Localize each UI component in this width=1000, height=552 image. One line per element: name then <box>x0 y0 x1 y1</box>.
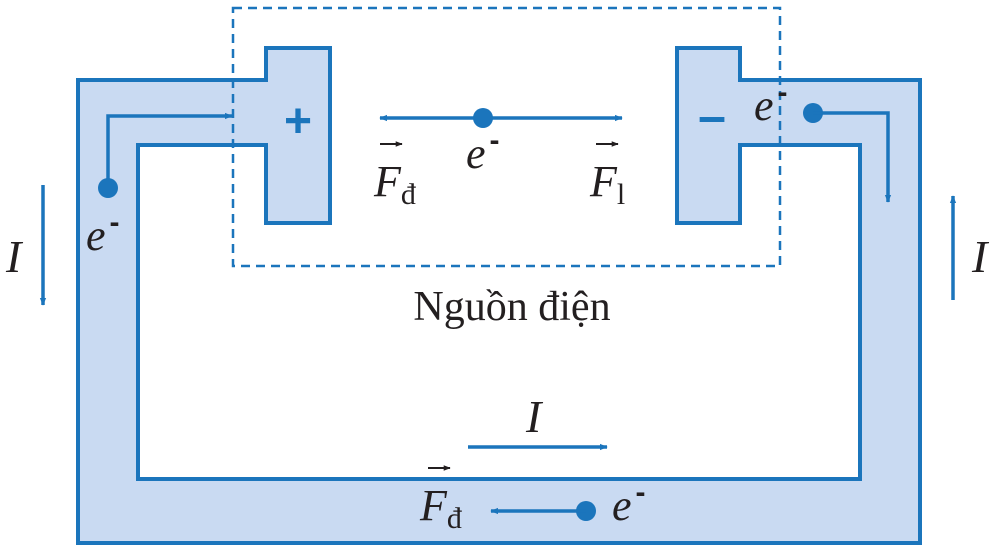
negative-terminal-sign: – <box>698 88 726 144</box>
power-source-dashed-box <box>231 6 782 268</box>
left-electron-path-arrow <box>106 112 233 188</box>
circuit-wire-body <box>76 46 922 545</box>
left-electron-label: e- <box>86 206 120 260</box>
right-current-label: I <box>971 231 990 282</box>
bottom-current-label: I <box>525 391 544 442</box>
positive-terminal-sign: + <box>284 95 312 148</box>
source-electron-label: e- <box>466 124 500 178</box>
electric-force-label: Fđ <box>373 157 416 211</box>
power-source-caption: Nguồn điện <box>413 284 610 330</box>
source-electron-dot <box>473 108 493 128</box>
left-current-label: I <box>5 231 24 282</box>
right-electron-label: e- <box>754 76 788 130</box>
foreign-force-label: Fl <box>589 157 625 211</box>
bottom-electric-force-label: Fđ <box>419 481 462 535</box>
bottom-electron-label: e- <box>612 476 646 530</box>
right-electron-path-arrow <box>813 111 892 203</box>
left-electron-dot <box>98 178 118 198</box>
